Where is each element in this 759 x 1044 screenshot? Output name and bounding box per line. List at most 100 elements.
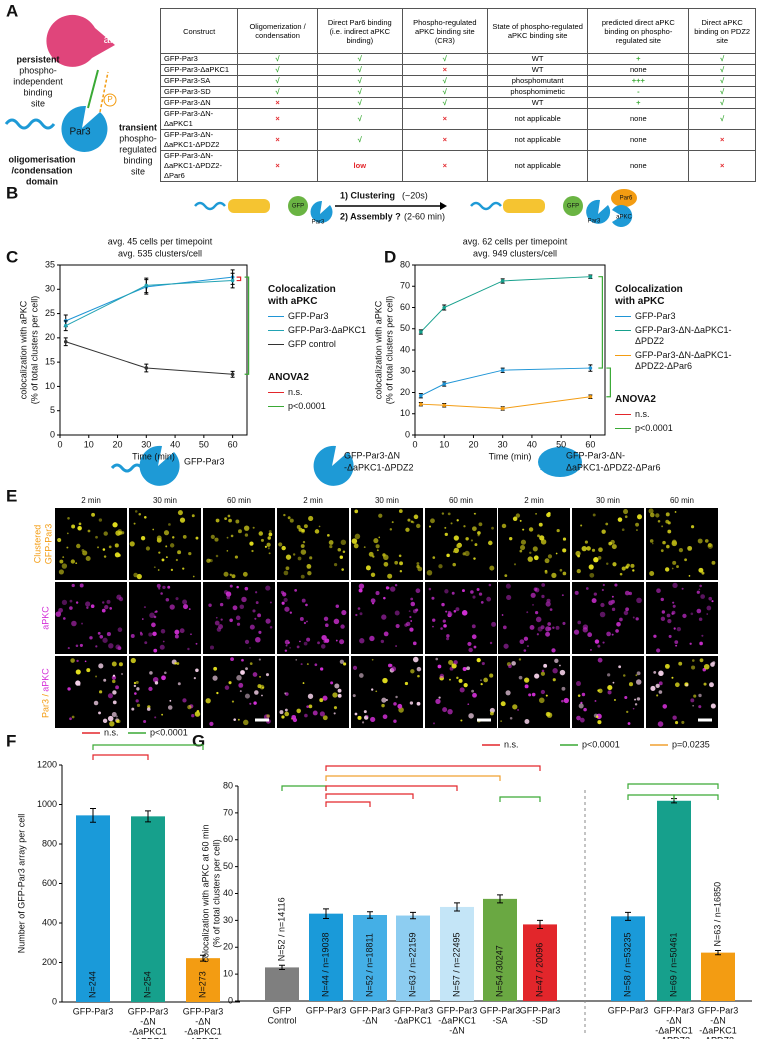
bar: [353, 915, 387, 1001]
spot: [98, 711, 101, 715]
spot: [576, 681, 582, 687]
table-cell: ×: [237, 150, 318, 182]
x-tick-label: -ΔaPKC1: [699, 1025, 737, 1035]
y-tick-label: 25: [45, 308, 55, 318]
spot: [103, 678, 107, 682]
spot: [220, 618, 223, 621]
par3-shape: [538, 447, 582, 477]
spot: [504, 574, 508, 578]
y-tick-label: 35: [45, 259, 55, 269]
spot: [489, 565, 495, 571]
spot: [413, 514, 419, 520]
legend-swatch: [268, 330, 284, 331]
spot: [339, 555, 344, 559]
spot: [169, 604, 175, 610]
spot: [133, 572, 138, 578]
spot: [535, 616, 542, 623]
spot: [630, 563, 635, 568]
spot: [190, 633, 192, 636]
spot: [573, 629, 580, 635]
spot: [594, 639, 600, 644]
spot: [355, 613, 358, 617]
par3-shape: [310, 200, 333, 223]
n-label: N=63 / n=22159: [407, 932, 417, 997]
spot: [133, 681, 137, 685]
x-axis-label: Time (min): [489, 451, 532, 461]
spot: [103, 555, 107, 558]
spot: [473, 645, 477, 649]
table-cell: none: [587, 150, 690, 182]
spot: [90, 604, 95, 609]
gfp-label: GFP: [292, 204, 304, 210]
chart-title: avg. 535 clusters/cell: [118, 248, 202, 258]
spot: [451, 591, 455, 595]
spot: [621, 528, 625, 532]
spot: [177, 510, 183, 516]
spot: [395, 695, 398, 699]
spot: [176, 662, 180, 665]
spot: [540, 689, 546, 695]
y-tick-label: 1200: [37, 759, 57, 769]
spot: [318, 525, 321, 528]
spot: [428, 587, 432, 591]
spot: [708, 596, 713, 601]
spot: [108, 643, 114, 649]
spot: [474, 543, 478, 547]
spot: [174, 629, 180, 635]
spot: [134, 510, 138, 513]
table-row: GFP-Par3 √ √ √ WT + √: [159, 53, 756, 65]
spot: [653, 634, 657, 638]
spot: [216, 627, 222, 632]
spot: [444, 532, 448, 537]
spot: [70, 658, 75, 663]
spot: [305, 603, 308, 607]
table-cell: √: [688, 97, 756, 109]
spot: [301, 598, 306, 603]
spot: [470, 590, 474, 594]
legend-item: n.s.: [615, 409, 755, 420]
spot: [109, 607, 113, 610]
spot: [279, 710, 284, 715]
micrograph: [55, 508, 127, 580]
table-cell: WT: [486, 53, 589, 65]
spot: [75, 562, 78, 565]
spot: [404, 681, 409, 686]
spot: [140, 632, 143, 636]
spot: [308, 704, 313, 709]
spot: [678, 661, 683, 666]
timepoint-label: 2 min: [303, 496, 323, 505]
spot: [237, 718, 240, 721]
spot: [69, 599, 73, 603]
spot: [456, 676, 459, 680]
spot: [87, 529, 91, 533]
spot: [711, 560, 716, 565]
spot: [580, 717, 585, 723]
spot: [296, 525, 301, 529]
spot: [267, 536, 272, 540]
spot: [587, 632, 593, 638]
significance-bracket: [325, 793, 414, 799]
spot: [99, 690, 103, 694]
par3-label: Par3: [588, 219, 601, 225]
spot: [706, 605, 712, 611]
spot: [696, 590, 700, 594]
spot: [410, 601, 416, 607]
spot: [416, 666, 422, 672]
spot: [269, 626, 273, 629]
spot: [689, 642, 692, 645]
spot: [85, 601, 91, 607]
spot: [547, 622, 552, 626]
legend-text: n.s.: [288, 387, 303, 397]
spot: [393, 719, 397, 723]
table-header-row: Construct Oligomerization / condensation D…: [159, 8, 756, 54]
micrograph: [129, 656, 201, 728]
spot: [458, 678, 463, 683]
spot: [226, 595, 231, 600]
spot: [93, 700, 99, 706]
spot: [452, 550, 455, 553]
x-tick-label: 50: [199, 439, 209, 449]
spot: [368, 551, 374, 557]
oligo-tail: [4, 118, 56, 130]
micrograph: [572, 582, 644, 654]
spot: [591, 598, 597, 604]
